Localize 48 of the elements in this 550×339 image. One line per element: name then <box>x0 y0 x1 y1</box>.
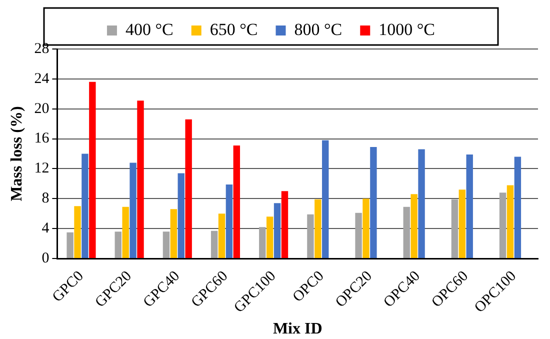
bar <box>162 232 170 258</box>
bar <box>82 154 88 258</box>
y-tick-label: 12 <box>34 160 50 177</box>
bar <box>74 206 81 258</box>
bar <box>403 206 410 258</box>
bar <box>418 149 425 258</box>
legend-label: 1000 °C <box>378 20 436 39</box>
bar <box>499 192 506 258</box>
bar <box>114 232 122 258</box>
y-tick-label: 8 <box>42 190 50 207</box>
bar <box>514 156 522 258</box>
bar <box>355 212 362 258</box>
bar <box>362 198 370 258</box>
y-tick-label: 24 <box>34 70 50 87</box>
bar <box>370 147 377 258</box>
bar <box>466 154 473 258</box>
y-axis-title: Mass loss (%) <box>8 106 26 202</box>
y-tick-label: 0 <box>42 250 50 266</box>
bar <box>89 82 96 258</box>
bar <box>122 206 129 258</box>
legend-label: 800 °C <box>294 20 342 39</box>
bar <box>451 199 458 258</box>
bar <box>410 194 418 258</box>
bar <box>226 184 233 258</box>
bar <box>178 173 184 258</box>
y-tick-label: 16 <box>34 130 50 147</box>
bar <box>130 162 136 258</box>
bar <box>137 100 144 258</box>
bar <box>322 140 329 258</box>
y-tick-label: 4 <box>42 220 50 237</box>
bar <box>218 214 226 258</box>
bar <box>170 209 178 258</box>
legend-label: 650 °C <box>210 20 258 39</box>
bar <box>233 146 240 258</box>
bar <box>259 227 266 258</box>
bar <box>210 230 218 258</box>
bar <box>185 119 192 258</box>
bar <box>307 214 314 258</box>
bar <box>66 232 74 258</box>
legend-label: 400 °C <box>125 20 174 39</box>
bar <box>266 216 274 258</box>
y-tick-label: 20 <box>34 100 50 117</box>
bar <box>314 199 322 258</box>
bar <box>458 190 466 258</box>
bar <box>506 185 514 258</box>
bar <box>274 203 281 258</box>
x-axis-title: Mix ID <box>272 320 322 338</box>
bar <box>281 191 288 258</box>
